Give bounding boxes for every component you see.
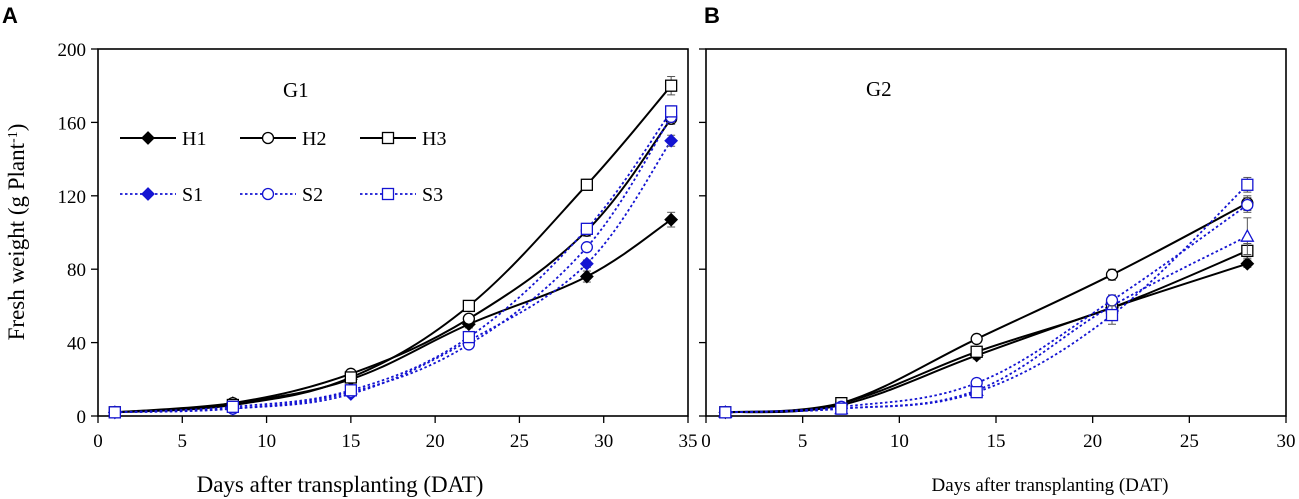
panel-a-legend: H1 H2 H3 S1 S2 S3 [120, 128, 446, 206]
series-s2-line [725, 204, 1248, 414]
panel-b-x-tick-label: 0 [701, 431, 711, 452]
legend-label: S3 [422, 184, 443, 206]
panel-a-y-tick-label: 160 [58, 113, 87, 134]
series-s3-point [462, 330, 476, 344]
legend-label: H2 [302, 128, 326, 150]
y-axis-label-main: Fresh weight (g Plant [4, 142, 29, 340]
panel-a-y-tick-label: 200 [58, 40, 87, 61]
legend-marker [261, 187, 275, 201]
panel-a-title: G1 [283, 78, 309, 102]
series-s3-point [664, 105, 678, 118]
panel-a-plot-frame [97, 48, 689, 417]
legend-marker [381, 131, 395, 145]
panel-a-x-tick-label: 5 [178, 431, 188, 452]
series-s3-point [970, 385, 983, 399]
legend-marker [381, 187, 395, 201]
panel-b-x-tick-label: 25 [1180, 431, 1199, 452]
panel-b-x-tick-label: 5 [798, 431, 808, 452]
series-h1-point [664, 212, 679, 227]
series-h1 [718, 256, 1255, 420]
panel-b-x-tick-label: 20 [1083, 431, 1102, 452]
panel-a-x-tick-label: 10 [257, 431, 276, 452]
panel-a-x-axis-label: Days after transplanting (DAT) [197, 472, 484, 497]
y-axis-label-close: ) [4, 124, 29, 132]
series-s3-point [719, 406, 732, 419]
series-h1-point [1240, 256, 1255, 271]
series-s1 [718, 217, 1255, 418]
series-h2-point [1105, 268, 1119, 281]
series-s3-point [226, 400, 240, 413]
legend-item-s3: S3 [360, 184, 443, 206]
panel-a-x-tick-label: 20 [426, 431, 445, 452]
series-h3-point [970, 345, 983, 358]
legend-label: S2 [302, 184, 323, 206]
series-s2-point [1105, 294, 1119, 307]
panel-b-plot-frame [705, 48, 1287, 417]
panel-b-x-axis-label: Days after transplanting (DAT) [932, 475, 1169, 496]
series-s3-line [114, 110, 672, 414]
series-s3-point [108, 406, 122, 419]
legend-marker [141, 131, 155, 145]
panel-a-x-tick-label: 35 [679, 431, 698, 452]
panel-a-x-tick-label: 15 [341, 431, 360, 452]
panel-a-y-tick-label: 120 [58, 187, 87, 208]
panel-a-y-tick-label: 40 [67, 334, 86, 355]
legend-marker [261, 131, 275, 145]
series-h3-point [462, 299, 476, 313]
panel-b-title: G2 [866, 77, 892, 101]
series-h1-point [579, 269, 594, 284]
panel-a-x-tick-label: 25 [510, 431, 529, 452]
panel-a: A G1 Days after transplanting (DAT) Fres… [2, 3, 698, 497]
series-h2 [719, 195, 1254, 419]
legend-item-h2: H2 [240, 128, 326, 150]
series-s3 [108, 105, 678, 419]
series-h2-point [970, 332, 983, 346]
legend-label: H1 [182, 128, 206, 150]
series-s2-point [580, 241, 594, 254]
panel-b-x-tick-label: 30 [1277, 431, 1296, 452]
panel-a-y-axis-label: Fresh weight (g Plant-1) [4, 124, 29, 341]
panel-a-x-tick-label: 30 [594, 431, 613, 452]
series-s1-point [579, 256, 594, 271]
series-h2-line [725, 202, 1248, 414]
series-s1-point [664, 133, 679, 148]
series-h3-point [344, 371, 358, 384]
series-h3 [719, 243, 1254, 419]
panel-label-a: A [2, 3, 18, 28]
legend-item-h1: H1 [120, 128, 206, 150]
series-s3 [719, 176, 1254, 419]
legend-label: H3 [422, 128, 446, 150]
series-s1-point [1240, 228, 1255, 242]
series-h3-point [580, 178, 594, 191]
legend-item-h3: H3 [360, 128, 446, 150]
series-s2 [719, 197, 1254, 419]
panel-label-b: B [704, 3, 720, 28]
series-h1 [107, 211, 679, 420]
series-s3-point [580, 222, 594, 235]
series-s1-line [725, 235, 1248, 414]
panel-a-y-tick-label: 80 [67, 260, 86, 281]
panel-a-x-tick-label: 0 [93, 431, 103, 452]
series-s2-point [1241, 198, 1254, 212]
y-axis-label-superscript: -1 [6, 131, 21, 143]
panel-b: B G2 Days after transplanting (DAT) 0 5 10… [699, 3, 1296, 496]
panel-b-x-tick-label: 10 [890, 431, 909, 452]
series-s3-point [344, 384, 358, 397]
series-s3-point [1105, 308, 1119, 322]
series-s3-point [1241, 178, 1254, 191]
panel-b-x-tick-label: 15 [987, 431, 1006, 452]
series-s3-line [725, 184, 1248, 414]
legend-marker [141, 187, 155, 201]
panel-a-y-tick-label: 0 [77, 407, 87, 428]
legend-label: S1 [182, 184, 203, 206]
series-h3-line [725, 249, 1248, 414]
legend-item-s1: S1 [120, 184, 203, 206]
series-h2-point [462, 312, 476, 325]
series-s3-point [835, 402, 848, 415]
legend-item-s2: S2 [240, 184, 323, 206]
series-h1-line [725, 262, 1248, 414]
series-h3-point [664, 79, 678, 92]
